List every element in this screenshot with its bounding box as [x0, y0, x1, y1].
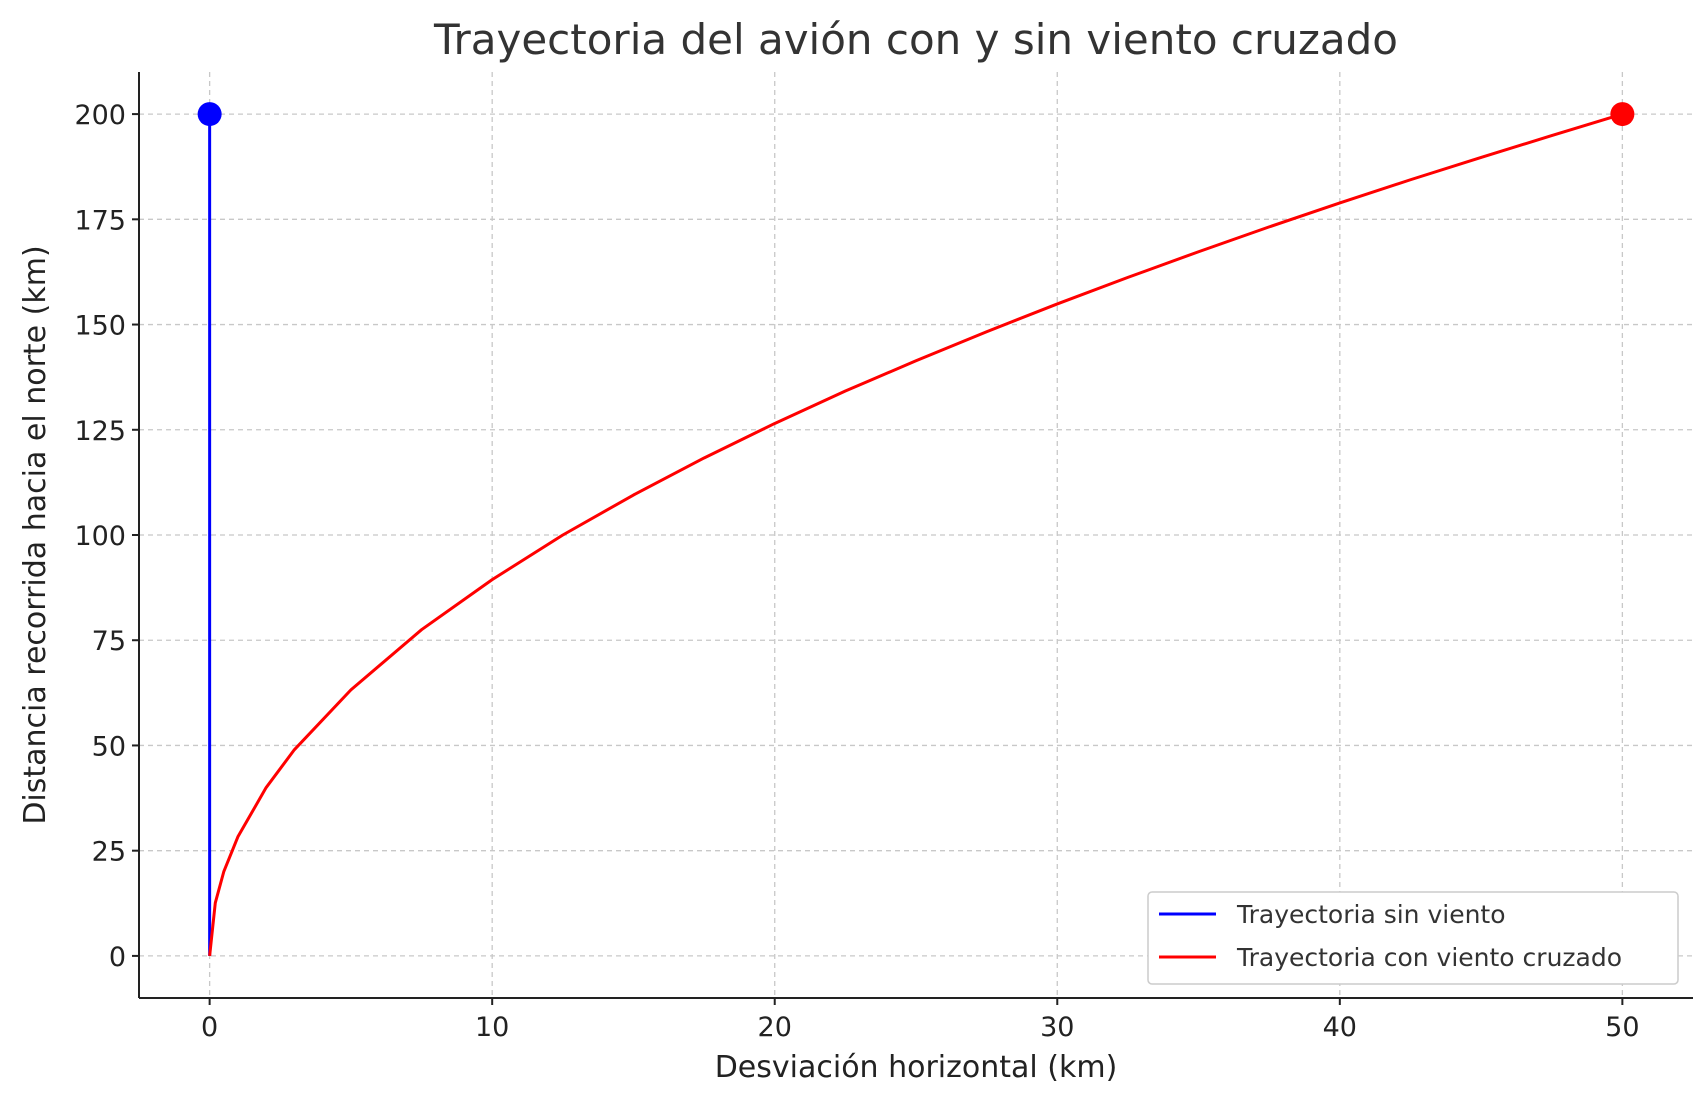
x-tick-label: 50 — [1605, 1012, 1639, 1043]
y-tick-label: 175 — [74, 205, 126, 236]
x-tick-label: 10 — [475, 1012, 509, 1043]
x-tick-label: 30 — [1040, 1012, 1074, 1043]
legend-label-con-viento: Trayectoria con viento cruzado — [1236, 943, 1622, 972]
series-layer — [197, 102, 1635, 957]
legend-label-sin-viento: Trayectoria sin viento — [1236, 900, 1506, 929]
y-tick-label: 200 — [74, 100, 126, 131]
y-tick-label: 75 — [92, 626, 126, 657]
x-tick-label: 40 — [1323, 1012, 1357, 1043]
series-line-1 — [208, 112, 1623, 957]
y-axis-label: Distancia recorrida hacia el norte (km) — [18, 245, 53, 824]
y-tick-label: 150 — [74, 311, 126, 342]
y-tick-label: 50 — [92, 731, 126, 762]
legend-box — [1147, 891, 1679, 985]
series-end-marker-1 — [1610, 102, 1635, 127]
series-end-marker-0 — [197, 102, 222, 127]
legend: Trayectoria sin viento Trayectoria con v… — [1147, 891, 1679, 985]
y-tick-label: 25 — [92, 837, 126, 868]
ticks: 0 10 20 30 40 50 0 25 50 75 100 125 150 175 200 — [74, 100, 1639, 1043]
x-axis-label: Desviación horizontal (km) — [715, 1050, 1118, 1085]
grid — [139, 72, 1693, 998]
y-tick-label: 0 — [109, 942, 126, 973]
chart-title: Trayectoria del avión con y sin viento c… — [433, 15, 1398, 64]
x-tick-label: 0 — [201, 1012, 218, 1043]
y-tick-label: 125 — [74, 416, 126, 447]
y-tick-label: 100 — [74, 521, 126, 552]
x-tick-label: 20 — [758, 1012, 792, 1043]
